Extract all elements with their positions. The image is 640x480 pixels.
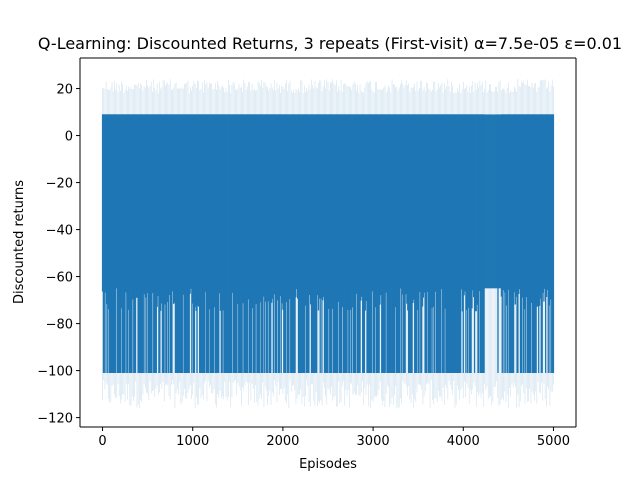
y-tick-label: 20 [56,83,73,98]
x-tick-label: 1000 [176,434,209,449]
y-tick-label: −20 [46,177,73,192]
plot-frame [79,57,577,428]
y-tick-label: 0 [65,130,73,145]
y-tick-label: −60 [46,271,73,286]
mean-line-layer [101,114,555,373]
y-axis-ticks: 20 0 −20 −40 −60 −80 −100 −120 [37,83,80,427]
y-tick-label: −80 [46,318,73,333]
x-tick-label: 3000 [357,434,390,449]
y-tick-label: −40 [46,224,73,239]
chart-title: Q-Learning: Discounted Returns, 3 repeat… [38,34,622,53]
y-tick-label: −100 [37,365,73,380]
y-axis-label: Discounted returns [12,180,27,304]
x-axis-ticks: 0 1000 2000 3000 4000 5000 [98,427,570,449]
y-tick-label: −120 [37,412,73,427]
x-tick-label: 5000 [537,434,570,449]
x-tick-label: 2000 [266,434,299,449]
x-axis-label: Episodes [299,457,357,472]
x-tick-label: 4000 [447,434,480,449]
x-tick-label: 0 [98,434,106,449]
